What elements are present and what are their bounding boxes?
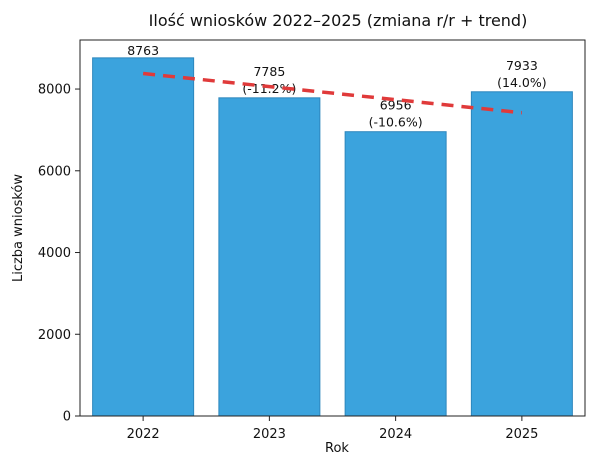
y-ticks-group: 0 2000 4000 6000 8000 [38, 83, 80, 425]
x-tick-label-2022: 2022 [127, 427, 160, 442]
x-tick-label-2024: 2024 [379, 427, 412, 442]
y-tick-label-8000: 8000 [38, 83, 71, 98]
axes-group [79, 39, 586, 417]
bar-2025 [470, 91, 573, 417]
x-ticks-group: 2022 2023 2024 2025 [127, 416, 538, 442]
x-tick-label-2025: 2025 [505, 427, 538, 442]
y-tick-label-0: 0 [63, 410, 71, 425]
y-tick-label-4000: 4000 [38, 246, 71, 261]
value-label-2023: 7785 [253, 64, 285, 79]
trend-line [142, 71, 523, 115]
y-axis-label: Liczba wniosków [11, 174, 26, 282]
bars-group [92, 57, 573, 417]
y-tick-label-2000: 2000 [38, 328, 71, 343]
y-tick-label-6000: 6000 [38, 164, 71, 179]
change-label-2024: (-10.6%) [369, 115, 423, 130]
plot-frame [79, 39, 586, 417]
x-tick-label-2023: 2023 [253, 427, 286, 442]
value-label-2025: 7933 [506, 58, 538, 73]
chart-title: Ilość wniosków 2022–2025 (zmiana r/r + t… [149, 11, 528, 30]
bar-2024 [344, 131, 447, 417]
value-label-2022: 8763 [127, 43, 159, 58]
bar-2023 [218, 97, 321, 417]
change-label-2025: (14.0%) [497, 75, 546, 90]
x-axis-label: Rok [325, 441, 349, 456]
bar-2022 [92, 57, 195, 417]
